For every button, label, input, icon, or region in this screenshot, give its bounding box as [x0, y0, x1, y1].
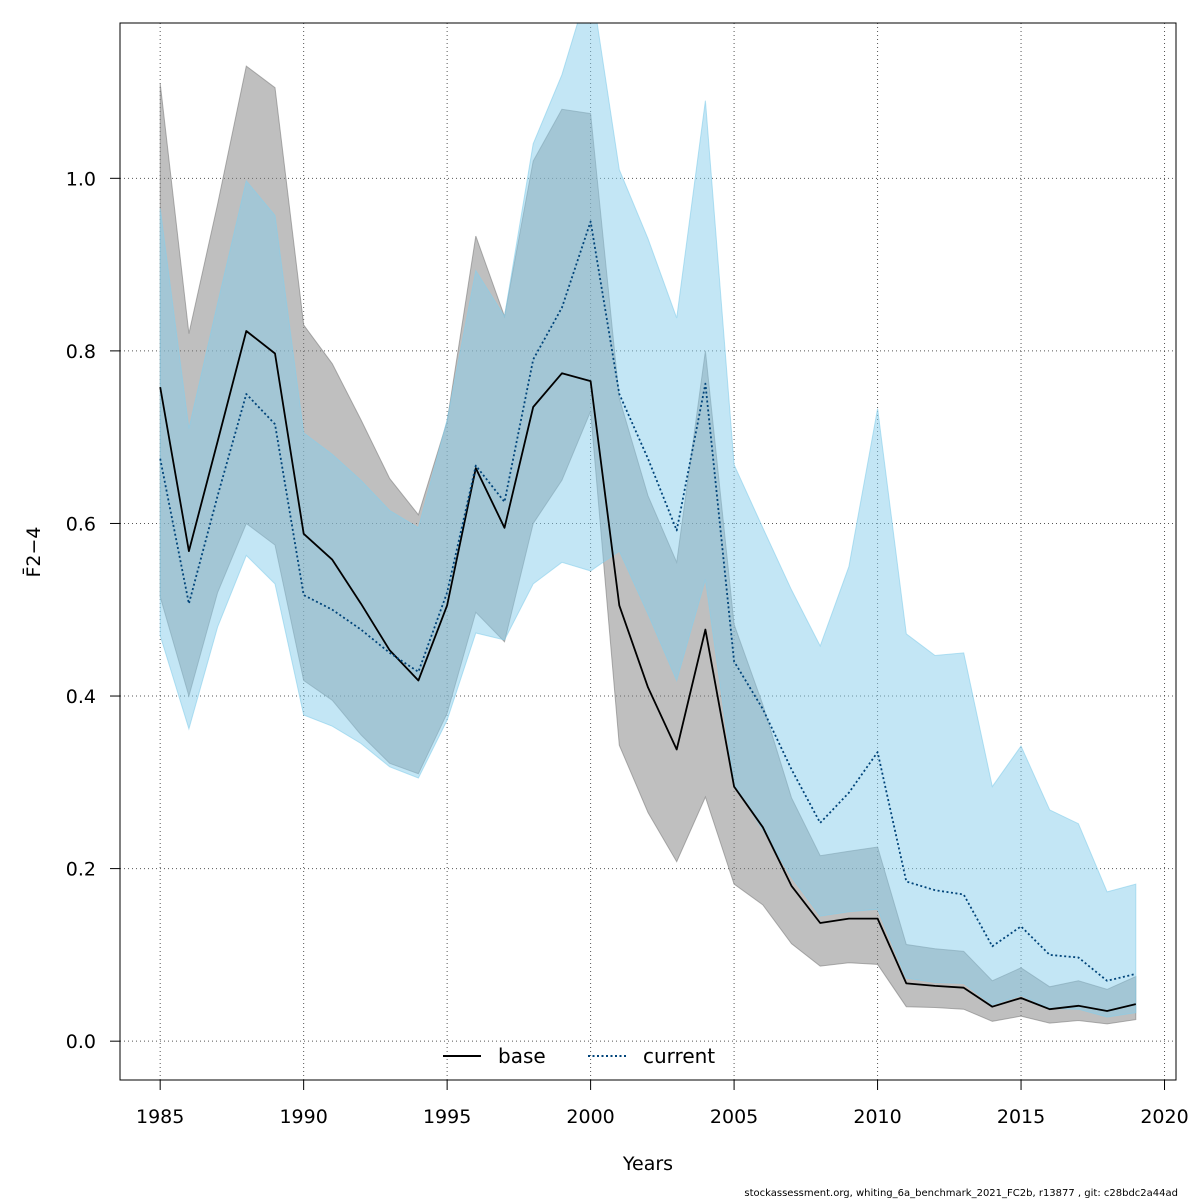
x-tick-label: 2000	[566, 1106, 614, 1128]
footer-credit: stockassessment.org, whiting_6a_benchmar…	[744, 1188, 1178, 1199]
y-tick-label: 0.8	[66, 341, 96, 363]
x-axis-title: Years	[622, 1153, 673, 1175]
x-tick-label: 1985	[136, 1106, 184, 1128]
x-tick-label: 2015	[997, 1106, 1045, 1128]
y-tick-label: 1.0	[66, 168, 96, 190]
y-tick-label: 0.0	[66, 1031, 96, 1053]
x-tick-label: 2010	[853, 1106, 901, 1128]
legend: base current	[443, 1044, 715, 1068]
x-tick-label: 2005	[710, 1106, 758, 1128]
y-axis: 0.0 0.2 0.4 0.6 0.8 1.0	[66, 168, 121, 1053]
y-axis-title: F̄2−4	[21, 526, 45, 577]
legend-label-base: base	[498, 1044, 546, 1068]
y-tick-label: 0.2	[66, 859, 96, 881]
confidence-band-current	[159, 23, 1137, 1018]
x-axis: 1985 1990 1995 2000 2005 2010 2015 2020	[136, 1079, 1189, 1128]
series-lines	[159, 220, 1137, 1012]
y-tick-label: 0.6	[66, 513, 96, 535]
series-line-base	[159, 330, 1137, 1012]
y-tick-label: 0.4	[66, 686, 96, 708]
legend-label-current: current	[643, 1044, 715, 1068]
x-tick-label: 1995	[423, 1106, 471, 1128]
x-tick-label: 1990	[279, 1106, 327, 1128]
confidence-bands	[159, 23, 1137, 1025]
x-tick-label: 2020	[1140, 1106, 1188, 1128]
series-line-current	[159, 220, 1137, 982]
